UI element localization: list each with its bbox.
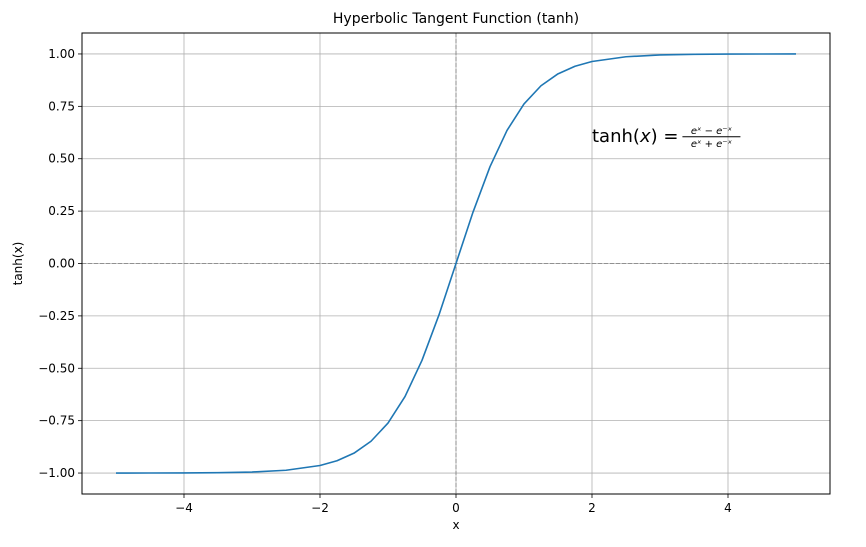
formula-rhs: ) = [651, 126, 679, 147]
y-tick-label: 0.75 [48, 99, 75, 113]
y-tick-label: 1.00 [48, 47, 75, 61]
y-tick-label: 0.25 [48, 204, 75, 218]
chart-title: Hyperbolic Tangent Function (tanh) [333, 11, 579, 27]
y-tick-label: 0.50 [48, 152, 75, 166]
formula-denominator: eˣ + e⁻ˣ [691, 139, 733, 150]
formula-lhs: tanh(x) = [592, 126, 678, 147]
formula-numerator: eˣ − e⁻ˣ [691, 126, 733, 137]
formula-annotation: tanh(x) = eˣ − e⁻ˣ eˣ + e⁻ˣ [592, 126, 741, 150]
y-tick-label: −0.25 [38, 309, 75, 323]
x-tick-label: 2 [588, 501, 596, 515]
y-tick-label: −0.50 [38, 361, 75, 375]
y-axis-label: tanh(x) [11, 242, 25, 286]
formula-func: tanh( [592, 126, 640, 147]
y-tick-label: −1.00 [38, 466, 75, 480]
x-axis-label: x [452, 518, 459, 532]
series-layer [115, 53, 797, 474]
x-tick-label: −4 [175, 501, 193, 515]
x-ticks: −4 −2 0 2 4 [175, 494, 732, 515]
x-tick-label: 4 [724, 501, 732, 515]
y-tick-label: 0.00 [48, 257, 75, 271]
formula-var: x [639, 126, 651, 147]
x-tick-label: −2 [311, 501, 329, 515]
y-tick-label: −0.75 [38, 414, 75, 428]
x-tick-label: 0 [452, 501, 460, 515]
y-ticks: −1.00 −0.75 −0.50 −0.25 0.00 0.25 0.50 0.75 1.00 [38, 47, 82, 480]
tanh-series-line [115, 53, 797, 474]
